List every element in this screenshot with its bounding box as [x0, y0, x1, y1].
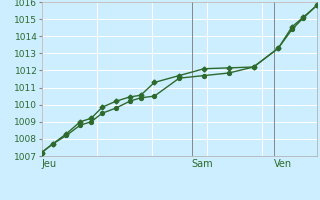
Text: Ven: Ven — [274, 159, 292, 169]
Text: Jeu: Jeu — [42, 159, 57, 169]
Text: Sam: Sam — [192, 159, 213, 169]
